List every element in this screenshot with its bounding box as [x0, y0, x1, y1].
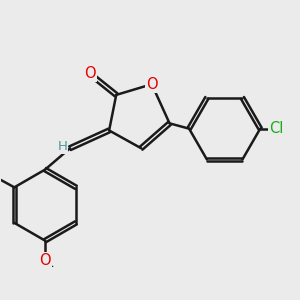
Text: Cl: Cl: [269, 121, 284, 136]
Text: H: H: [57, 140, 67, 153]
Text: O: O: [39, 253, 51, 268]
Text: O: O: [146, 77, 158, 92]
Text: O: O: [84, 66, 95, 81]
